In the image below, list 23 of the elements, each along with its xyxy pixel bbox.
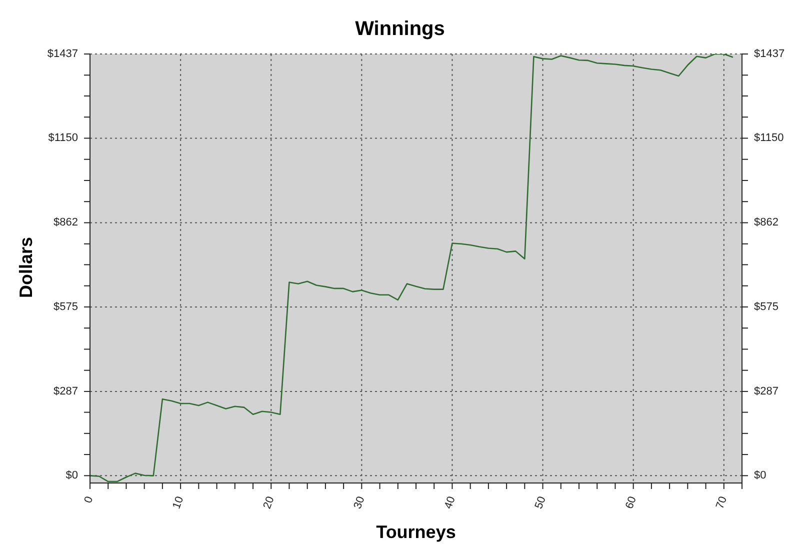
x-tick-label: 60 <box>624 494 639 511</box>
y-tick-label: $0 <box>66 470 78 482</box>
y2-tick-label: $0 <box>754 470 766 482</box>
x-tick-label: 10 <box>170 494 186 511</box>
y-tick-label: $862 <box>54 216 78 229</box>
x-tick-label: 0 <box>82 494 96 505</box>
y2-tick-label: $575 <box>754 300 778 313</box>
y2-tick-label: $1437 <box>754 48 785 60</box>
y-tick-label: $287 <box>54 385 78 398</box>
y-tick-label: $1150 <box>48 132 78 144</box>
x-tick-label: 30 <box>352 494 368 511</box>
x-tick-label: 40 <box>442 494 458 511</box>
y-tick-label: $1437 <box>47 48 78 60</box>
x-axis-title: Tourneys <box>375 522 457 543</box>
y2-tick-label: $287 <box>754 385 778 398</box>
x-tick-label: 70 <box>714 494 730 511</box>
y2-tick-label: $862 <box>754 216 778 229</box>
y-axis-title: Dollars <box>16 236 37 298</box>
y-tick-label: $575 <box>54 300 78 313</box>
x-tick-label: 50 <box>532 494 548 511</box>
chart-title: Winnings <box>354 18 446 41</box>
x-tick-label: 20 <box>261 494 277 511</box>
y2-tick-label: $1150 <box>754 132 784 144</box>
